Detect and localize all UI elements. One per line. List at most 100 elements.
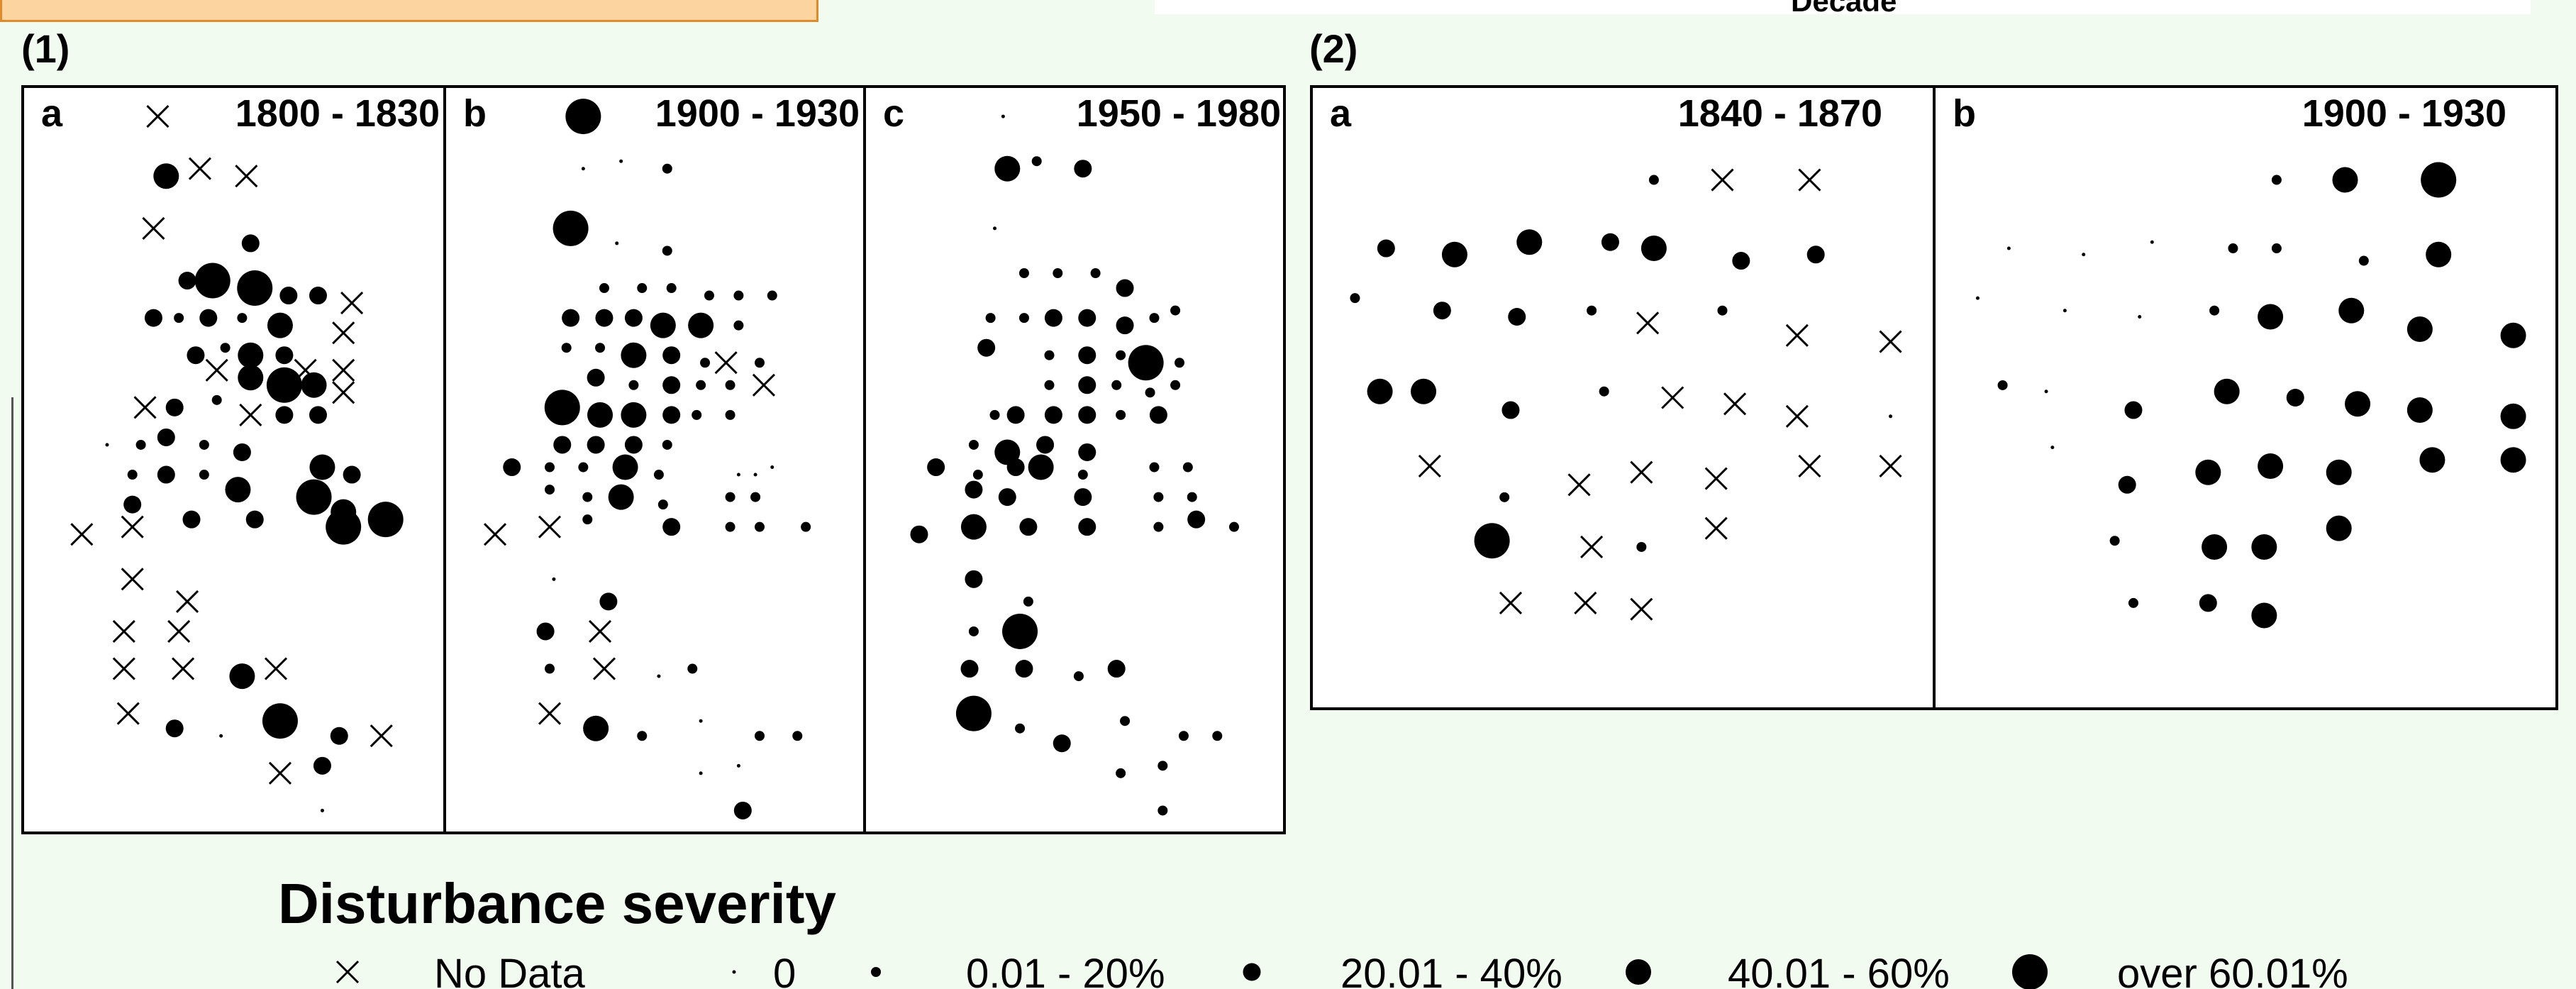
severity-point-c3 xyxy=(2500,447,2526,473)
severity-point-c0 xyxy=(2082,253,2086,257)
severity-point-c2 xyxy=(187,346,205,365)
no-data-stroke xyxy=(205,358,228,382)
severity-point-c1 xyxy=(1073,671,1084,682)
map-panel-frame xyxy=(863,85,1286,834)
severity-point-c3 xyxy=(1028,454,1054,480)
no-data-marker xyxy=(235,165,258,188)
severity-point-c2 xyxy=(1006,406,1025,424)
legend-label: 0 xyxy=(773,951,796,989)
severity-point-c2 xyxy=(927,458,945,477)
severity-point-c2 xyxy=(275,406,294,424)
no-data-marker xyxy=(172,657,195,680)
no-data-marker xyxy=(1723,392,1747,416)
legend-label: over 60.01% xyxy=(2117,951,2348,989)
severity-point-c1 xyxy=(1648,175,1659,185)
severity-point-c1 xyxy=(1153,492,1164,502)
severity-point-c4 xyxy=(266,367,302,403)
severity-point-c2 xyxy=(733,801,752,819)
no-data-marker xyxy=(1661,386,1684,409)
severity-point-c2 xyxy=(965,570,983,588)
severity-point-c2 xyxy=(279,287,298,305)
severity-point-c1 xyxy=(1170,380,1181,390)
top-right-fragment-label: Decade xyxy=(1791,0,1897,18)
severity-point-c1 xyxy=(700,358,711,368)
no-data-marker xyxy=(112,619,135,643)
severity-point-c2 xyxy=(662,346,681,365)
no-data-marker xyxy=(714,351,738,375)
legend-item-nd: No Data xyxy=(335,951,586,989)
severity-point-c1 xyxy=(2128,597,2138,608)
severity-point-c0 xyxy=(736,763,740,768)
no-data-stroke xyxy=(1567,473,1591,497)
no-data-marker xyxy=(1879,330,1902,353)
severity-point-c2 xyxy=(1377,239,1395,258)
no-data-stroke xyxy=(538,515,562,538)
severity-point-c2 xyxy=(1078,346,1097,365)
no-data-marker xyxy=(1418,454,1441,478)
severity-point-c2 xyxy=(1078,443,1097,461)
no-data-marker xyxy=(133,396,157,419)
severity-point-c1 xyxy=(135,439,146,450)
severity-point-c2 xyxy=(275,346,294,365)
severity-point-c1 xyxy=(1023,596,1033,607)
severity-point-c2 xyxy=(2199,594,2217,612)
severity-point-c4 xyxy=(565,99,601,135)
severity-point-c0 xyxy=(320,808,324,812)
no-data-stroke xyxy=(1879,330,1902,353)
severity-point-c4 xyxy=(367,502,404,538)
severity-point-c2 xyxy=(553,436,572,454)
severity-point-c2 xyxy=(1036,436,1055,454)
no-data-stroke xyxy=(1798,454,1821,478)
no-data-stroke xyxy=(1574,591,1597,614)
severity-point-c1 xyxy=(1212,731,1223,741)
severity-point-c0 xyxy=(2063,309,2067,313)
severity-point-c3 xyxy=(1441,241,1467,267)
severity-point-c1 xyxy=(733,320,744,331)
no-data-stroke xyxy=(592,657,616,680)
no-data-marker xyxy=(239,403,262,426)
severity-point-c2 xyxy=(1074,488,1092,507)
severity-point-c1 xyxy=(725,521,735,532)
severity-point-c1 xyxy=(1149,313,1160,324)
severity-point-c3 xyxy=(612,454,638,480)
no-data-marker xyxy=(1567,473,1591,497)
no-data-stroke xyxy=(172,657,195,680)
no-data-marker xyxy=(483,523,507,546)
severity-point-c2 xyxy=(662,376,681,394)
severity-point-c2 xyxy=(1074,160,1092,178)
severity-point-c3 xyxy=(960,514,987,540)
severity-point-c2 xyxy=(2286,389,2304,407)
panel-letter: c xyxy=(883,92,904,135)
no-data-marker xyxy=(167,619,191,643)
severity-point-c1 xyxy=(1077,470,1088,480)
no-data-marker xyxy=(332,321,355,345)
no-data-marker xyxy=(538,515,562,538)
severity-point-c2 xyxy=(165,719,184,738)
figure-label-2: (2) xyxy=(1309,26,1358,71)
map-panel-frame xyxy=(1310,85,1936,710)
severity-point-c1 xyxy=(628,380,639,390)
severity-point-c1 xyxy=(2271,243,2282,254)
no-data-stroke xyxy=(235,165,258,188)
severity-point-c1 xyxy=(1599,386,1609,397)
severity-point-c3 xyxy=(2500,403,2526,429)
no-data-marker xyxy=(1879,454,1902,478)
no-data-stroke xyxy=(332,321,355,345)
severity-point-c2 xyxy=(309,406,327,424)
no-data-marker xyxy=(188,157,211,180)
severity-point-c1 xyxy=(662,245,672,256)
no-data-stroke xyxy=(294,358,317,382)
severity-point-c1 xyxy=(733,290,744,301)
severity-point-c2 xyxy=(960,660,979,678)
severity-point-c1 xyxy=(653,470,664,480)
legend-label: No Data xyxy=(434,951,586,989)
severity-point-c4 xyxy=(955,695,992,731)
severity-point-c1 xyxy=(1116,768,1126,778)
severity-point-c0 xyxy=(619,159,623,163)
severity-point-c1 xyxy=(595,343,606,353)
severity-point-c3 xyxy=(2258,453,2284,479)
severity-point-c2 xyxy=(1116,279,1134,297)
severity-point-c2 xyxy=(624,436,643,454)
severity-point-c3 xyxy=(1411,378,1437,404)
